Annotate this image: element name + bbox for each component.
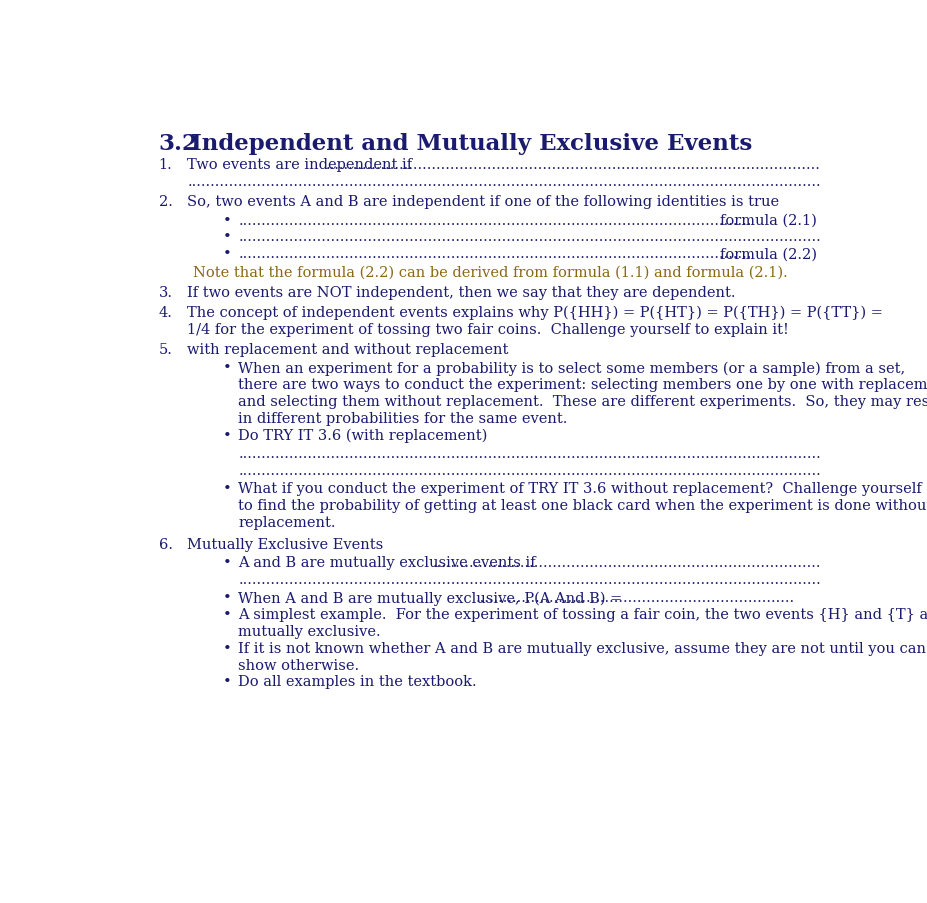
Text: 4.: 4. bbox=[159, 306, 172, 320]
Text: formula (2.1): formula (2.1) bbox=[720, 213, 818, 228]
Text: ................................................................................: ........................................… bbox=[238, 247, 752, 261]
Text: 1.: 1. bbox=[159, 158, 172, 172]
Text: Do all examples in the textbook.: Do all examples in the textbook. bbox=[238, 675, 477, 689]
Text: •: • bbox=[222, 555, 232, 570]
Text: 3.2: 3.2 bbox=[159, 133, 198, 155]
Text: Independent and Mutually Exclusive Events: Independent and Mutually Exclusive Event… bbox=[191, 133, 753, 155]
Text: What if you conduct the experiment of TRY IT 3.6 without replacement?  Challenge: What if you conduct the experiment of TR… bbox=[238, 481, 922, 496]
Text: and selecting them without replacement.  These are different experiments.  So, t: and selecting them without replacement. … bbox=[238, 395, 927, 408]
Text: •: • bbox=[222, 213, 232, 228]
Text: •: • bbox=[222, 481, 232, 496]
Text: to find the probability of getting at least one black card when the experiment i: to find the probability of getting at le… bbox=[238, 498, 927, 513]
Text: A and B are mutually exclusive events if: A and B are mutually exclusive events if bbox=[238, 555, 536, 570]
Text: 6.: 6. bbox=[159, 537, 172, 551]
Text: If it is not known whether A and B are mutually exclusive, assume they are not u: If it is not known whether A and B are m… bbox=[238, 641, 926, 655]
Text: ................................................................................: ........................................… bbox=[238, 230, 821, 244]
Text: 3.: 3. bbox=[159, 285, 172, 300]
Text: •: • bbox=[222, 591, 232, 605]
Text: •: • bbox=[222, 641, 232, 655]
Text: A simplest example.  For the experiment of tossing a fair coin, the two events {: A simplest example. For the experiment o… bbox=[238, 608, 927, 621]
Text: ................................................................................: ........................................… bbox=[238, 463, 821, 478]
Text: 1/4 for the experiment of tossing two fair coins.  Challenge yourself to explain: 1/4 for the experiment of tossing two fa… bbox=[187, 322, 789, 337]
Text: Mutually Exclusive Events: Mutually Exclusive Events bbox=[187, 537, 384, 551]
Text: •: • bbox=[222, 608, 232, 621]
Text: ................................................................................: ........................................… bbox=[187, 175, 820, 189]
Text: When an experiment for a probability is to select some members (or a sample) fro: When an experiment for a probability is … bbox=[238, 361, 906, 376]
Text: •: • bbox=[222, 428, 232, 442]
Text: •: • bbox=[222, 675, 232, 689]
Text: ................................................................................: ........................................… bbox=[433, 555, 821, 570]
Text: show otherwise.: show otherwise. bbox=[238, 657, 360, 672]
Text: formula (2.2): formula (2.2) bbox=[720, 247, 818, 261]
Text: The concept of independent events explains why P({HH}) = P({HT}) = P({TH}) = P({: The concept of independent events explai… bbox=[187, 306, 883, 320]
Text: When A and B are mutually exclusive, P(A And B) =: When A and B are mutually exclusive, P(A… bbox=[238, 591, 623, 605]
Text: •: • bbox=[222, 247, 232, 261]
Text: Note that the formula (2.2) can be derived from formula (1.1) and formula (2.1).: Note that the formula (2.2) can be deriv… bbox=[194, 265, 788, 279]
Text: ................................................................................: ........................................… bbox=[238, 446, 821, 461]
Text: Do TRY IT 3.6 (with replacement): Do TRY IT 3.6 (with replacement) bbox=[238, 428, 488, 442]
Text: If two events are NOT independent, then we say that they are dependent.: If two events are NOT independent, then … bbox=[187, 285, 736, 300]
Text: replacement.: replacement. bbox=[238, 516, 336, 529]
Text: Two events are independent if: Two events are independent if bbox=[187, 158, 413, 172]
Text: So, two events A and B are independent if one of the following identities is tru: So, two events A and B are independent i… bbox=[187, 195, 780, 209]
Text: ................................................................................: ........................................… bbox=[238, 573, 821, 586]
Text: 2.: 2. bbox=[159, 195, 172, 209]
Text: .....................................................................: ........................................… bbox=[476, 591, 794, 605]
Text: mutually exclusive.: mutually exclusive. bbox=[238, 624, 381, 638]
Text: in different probabilities for the same event.: in different probabilities for the same … bbox=[238, 411, 567, 425]
Text: ................................................................................: ........................................… bbox=[238, 213, 752, 228]
Text: •: • bbox=[222, 361, 232, 375]
Text: ................................................................................: ........................................… bbox=[325, 158, 820, 172]
Text: there are two ways to conduct the experiment: selecting members one by one with : there are two ways to conduct the experi… bbox=[238, 377, 927, 392]
Text: 5.: 5. bbox=[159, 342, 172, 357]
Text: with replacement and without replacement: with replacement and without replacement bbox=[187, 342, 509, 357]
Text: •: • bbox=[222, 230, 232, 244]
